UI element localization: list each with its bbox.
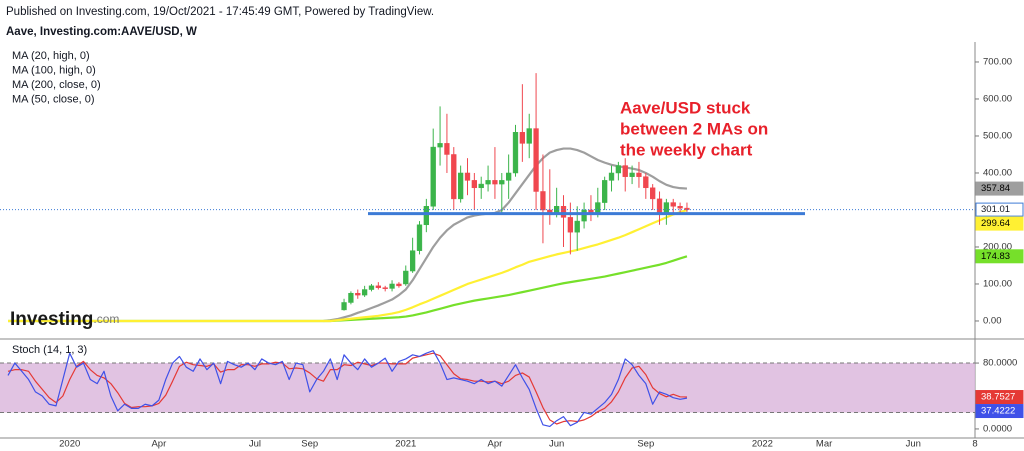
indicator-label: MA (50, close, 0) xyxy=(12,93,95,105)
candle-body xyxy=(409,250,416,272)
candle-body xyxy=(595,202,601,214)
candle-body xyxy=(403,270,409,285)
last-value-label: 37.4222 xyxy=(981,406,1015,417)
candle-body xyxy=(602,180,608,203)
last-value-box xyxy=(975,202,1024,217)
candle-body xyxy=(375,285,381,288)
y-tick-label: 200.00 xyxy=(983,241,1012,252)
indicator-label: MA (100, high, 0) xyxy=(12,64,96,76)
logo: Investing.com xyxy=(10,309,119,330)
candle-body xyxy=(650,187,656,200)
last-value-box xyxy=(975,390,1024,405)
y-tick-label: 600.00 xyxy=(983,93,1012,104)
x-tick-label: 8 xyxy=(972,439,977,450)
candle-body xyxy=(471,180,478,189)
candle-body xyxy=(519,132,526,144)
candle-body xyxy=(574,220,580,233)
candle-body xyxy=(382,287,388,289)
candle-body xyxy=(615,165,622,174)
x-tick-label: Sep xyxy=(301,439,318,450)
y-tick-label: 400.00 xyxy=(983,167,1012,178)
candle-body xyxy=(505,172,512,181)
logo-name: Investing xyxy=(10,309,93,330)
x-tick-label: Jun xyxy=(906,439,921,450)
candle-body xyxy=(670,202,676,207)
candle-body xyxy=(368,285,375,290)
candle-body xyxy=(361,289,368,296)
annotation: between 2 MAs on xyxy=(620,119,768,138)
annotation: Aave/USD stuck xyxy=(620,98,751,117)
candle-body xyxy=(464,172,471,181)
x-tick-label: Apr xyxy=(151,439,166,450)
candle-body xyxy=(416,224,423,251)
y-tick-label: 80.0000 xyxy=(983,358,1017,369)
candle-body xyxy=(636,172,642,177)
candle-body xyxy=(581,209,587,222)
x-tick-label: 2020 xyxy=(59,439,80,450)
indicator-label: MA (200, close, 0) xyxy=(12,79,101,91)
last-value-box xyxy=(975,249,1024,264)
candle-body xyxy=(540,191,546,211)
candle-body xyxy=(423,206,429,226)
candle-body xyxy=(512,132,519,174)
indicator-label: MA (20, high, 0) xyxy=(12,50,90,62)
published-note: Published on Investing.com, 19/Oct/2021 … xyxy=(6,6,434,18)
chart-title: Aave, Investing.com:AAVE/USD, W xyxy=(6,26,197,38)
candle-body xyxy=(478,183,484,189)
last-value-label: 174.83 xyxy=(981,251,1010,262)
last-value-label: 38.7527 xyxy=(981,392,1015,403)
last-value-label: 301.01 xyxy=(981,204,1010,215)
stoch-title: Stoch (14, 1, 3) xyxy=(12,344,87,356)
last-value-label: 299.64 xyxy=(981,218,1010,229)
candle-body xyxy=(451,154,457,200)
candle-body xyxy=(457,172,464,200)
candle-body xyxy=(622,165,628,177)
candle-body xyxy=(629,172,635,177)
candle-body xyxy=(437,143,443,148)
candle-body xyxy=(355,292,361,296)
candle-body xyxy=(499,180,505,185)
y-tick-label: 500.00 xyxy=(983,130,1012,141)
candle-body xyxy=(608,172,615,181)
last-value-box xyxy=(975,216,1024,231)
candle-body xyxy=(430,146,436,207)
candle-body xyxy=(526,128,532,144)
x-tick-label: Mar xyxy=(816,439,832,450)
candle-body xyxy=(348,292,354,303)
x-tick-label: 2021 xyxy=(395,439,416,450)
candle-body xyxy=(656,198,663,214)
last-value-label: 357.84 xyxy=(981,183,1010,194)
candle-body xyxy=(444,143,450,155)
ma-line xyxy=(7,352,687,425)
candle-body xyxy=(684,207,690,210)
x-tick-label: Jun xyxy=(549,439,564,450)
candle-body xyxy=(389,283,395,289)
ma-line xyxy=(7,350,688,428)
y-tick-label: 100.00 xyxy=(983,278,1012,289)
candle-body xyxy=(677,206,683,209)
last-value-box xyxy=(975,181,1024,196)
candle-body xyxy=(396,283,402,287)
candle-body xyxy=(663,202,670,214)
y-tick-label: 0.00 xyxy=(983,315,1002,326)
candle-body xyxy=(492,180,498,185)
x-tick-label: 2022 xyxy=(752,439,773,450)
y-tick-label: 700.00 xyxy=(983,56,1012,67)
x-tick-label: Jul xyxy=(249,439,261,450)
y-tick-label: 0.0000 xyxy=(983,423,1012,434)
candle-body xyxy=(560,206,567,218)
candle-body xyxy=(567,217,574,233)
candle-body xyxy=(533,128,539,192)
candle-body xyxy=(485,180,491,185)
x-tick-label: Apr xyxy=(488,439,503,450)
logo-suffix: .com xyxy=(93,312,119,326)
ma-line xyxy=(8,209,688,323)
x-tick-label: Sep xyxy=(637,439,654,450)
candle-body xyxy=(643,176,649,189)
annotation: the weekly chart xyxy=(620,140,753,159)
candle-body xyxy=(341,302,347,311)
last-value-box xyxy=(975,404,1024,419)
